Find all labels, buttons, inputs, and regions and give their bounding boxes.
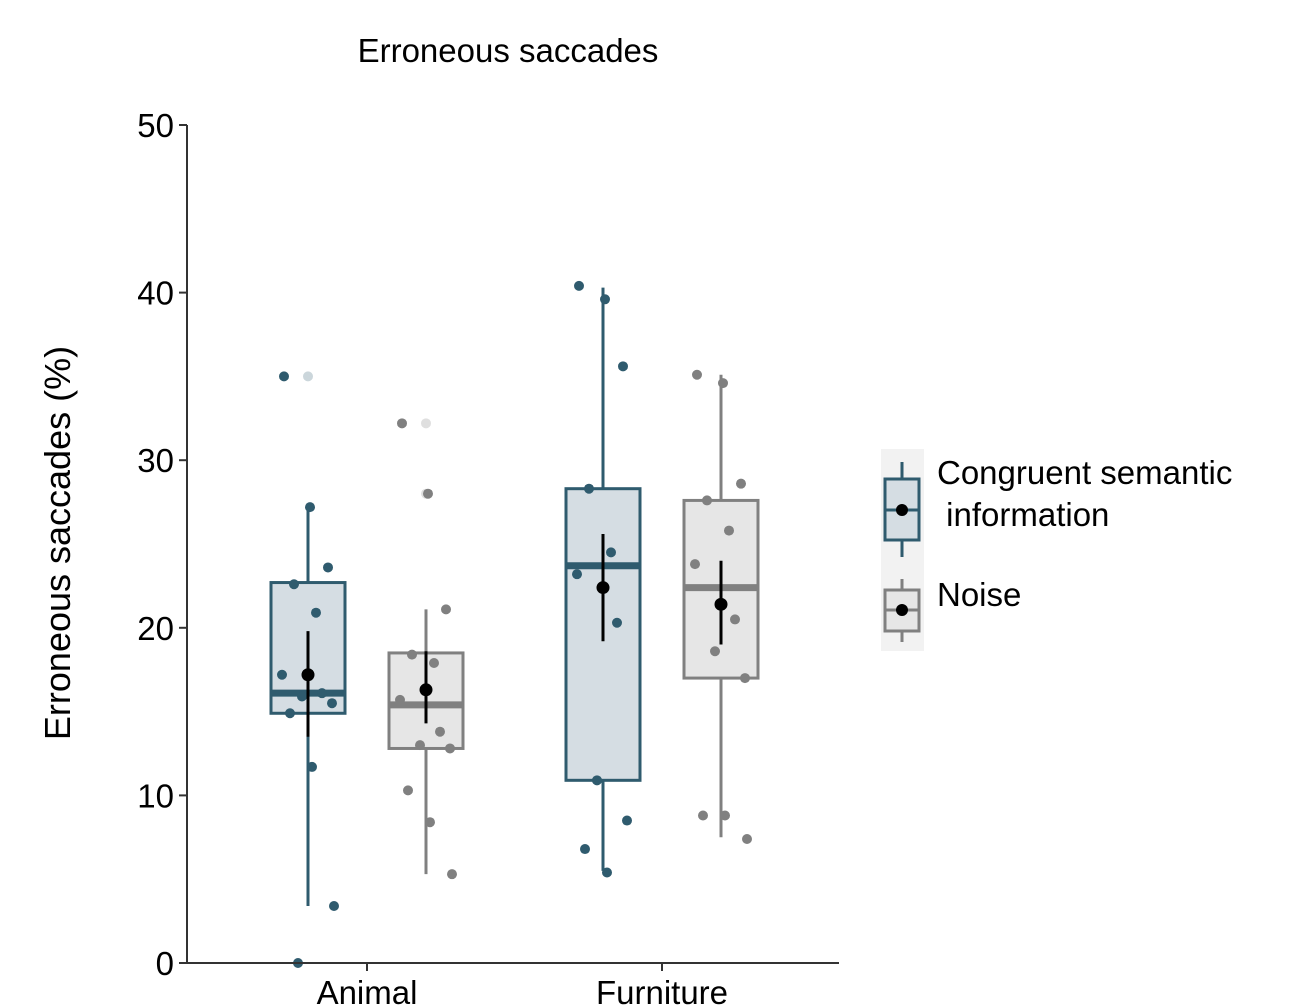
legend-label-congruent-line1: Congruent semantic bbox=[937, 454, 1232, 491]
point-noise-animal-5 bbox=[395, 694, 405, 705]
mean-point-noise-furniture bbox=[714, 597, 728, 611]
y-tick-label-20: 20 bbox=[137, 610, 174, 647]
point-congruent-furniture-3 bbox=[584, 483, 594, 494]
point-congruent-animal-0 bbox=[279, 371, 289, 382]
point-noise-furniture-0 bbox=[692, 369, 702, 380]
point-noise-furniture-6 bbox=[730, 614, 740, 625]
point-noise-furniture-7 bbox=[710, 646, 720, 657]
axes: 0 10 20 30 40 50 Animal Furniture bbox=[137, 107, 728, 1008]
point-noise-furniture-3 bbox=[702, 495, 712, 506]
point-noise-animal-1 bbox=[423, 488, 433, 499]
point-congruent-furniture-1 bbox=[600, 294, 610, 305]
point-noise-furniture-5 bbox=[690, 559, 700, 570]
y-tick-label-0: 0 bbox=[156, 945, 174, 982]
mean-point-congruent-furniture bbox=[596, 581, 610, 595]
x-tick-label-furniture: Furniture bbox=[596, 974, 728, 1008]
point-noise-furniture-9 bbox=[698, 810, 708, 821]
point-noise-furniture-8 bbox=[740, 673, 750, 684]
point-congruent-furniture-0 bbox=[574, 280, 584, 291]
y-tick-label-50: 50 bbox=[137, 107, 174, 144]
legend-key-congruent-mean bbox=[896, 504, 908, 516]
y-tick-label-30: 30 bbox=[137, 442, 174, 479]
point-noise-furniture-1 bbox=[718, 378, 728, 389]
x-tick-label-animal: Animal bbox=[317, 974, 418, 1008]
point-congruent-animal-9 bbox=[285, 708, 295, 719]
point-noise-animal-2 bbox=[441, 604, 451, 615]
point-noise-animal-7 bbox=[415, 740, 425, 751]
point-congruent-animal-4 bbox=[311, 607, 321, 618]
outlier-congruent-animal-0 bbox=[303, 371, 313, 382]
point-congruent-furniture-2 bbox=[618, 361, 628, 372]
point-congruent-animal-2 bbox=[323, 562, 333, 573]
point-noise-furniture-11 bbox=[742, 833, 752, 844]
point-congruent-furniture-10 bbox=[602, 867, 612, 878]
point-congruent-furniture-8 bbox=[622, 815, 632, 826]
point-congruent-furniture-6 bbox=[612, 617, 622, 628]
point-noise-animal-0 bbox=[397, 418, 407, 429]
point-noise-animal-8 bbox=[445, 743, 455, 754]
chart-title: Erroneous saccades bbox=[358, 32, 659, 69]
y-axis-label: Erroneous saccades (%) bbox=[37, 346, 78, 740]
legend-label-congruent-line2: information bbox=[937, 496, 1109, 533]
point-congruent-furniture-7 bbox=[592, 775, 602, 786]
point-noise-animal-3 bbox=[407, 649, 417, 660]
mean-point-congruent-animal bbox=[301, 668, 315, 682]
plot-area bbox=[269, 280, 760, 968]
point-noise-furniture-2 bbox=[736, 478, 746, 489]
point-noise-animal-11 bbox=[447, 869, 457, 880]
point-noise-furniture-10 bbox=[720, 810, 730, 821]
legend-key-noise-mean bbox=[896, 604, 908, 616]
point-noise-animal-4 bbox=[429, 657, 439, 668]
point-congruent-animal-5 bbox=[277, 669, 287, 680]
y-tick-label-10: 10 bbox=[137, 777, 174, 814]
point-noise-animal-9 bbox=[403, 785, 413, 796]
point-noise-animal-10 bbox=[425, 817, 435, 828]
point-congruent-animal-8 bbox=[327, 698, 337, 709]
y-tick-label-40: 40 bbox=[137, 275, 174, 312]
point-noise-animal-6 bbox=[435, 726, 445, 737]
outlier-noise-animal-0 bbox=[421, 418, 431, 429]
point-congruent-furniture-4 bbox=[606, 547, 616, 558]
legend-label-noise: Noise bbox=[937, 576, 1021, 613]
point-congruent-furniture-5 bbox=[572, 569, 582, 580]
point-congruent-furniture-9 bbox=[580, 844, 590, 855]
point-congruent-animal-11 bbox=[329, 901, 339, 912]
point-congruent-animal-7 bbox=[297, 691, 307, 702]
point-congruent-animal-10 bbox=[307, 761, 317, 772]
mean-point-noise-animal bbox=[419, 683, 433, 697]
point-congruent-animal-3 bbox=[289, 579, 299, 590]
point-congruent-animal-6 bbox=[317, 688, 327, 699]
point-congruent-animal-1 bbox=[305, 502, 315, 513]
legend: Congruent semantic information Noise bbox=[881, 449, 1232, 651]
point-noise-furniture-4 bbox=[724, 525, 734, 536]
